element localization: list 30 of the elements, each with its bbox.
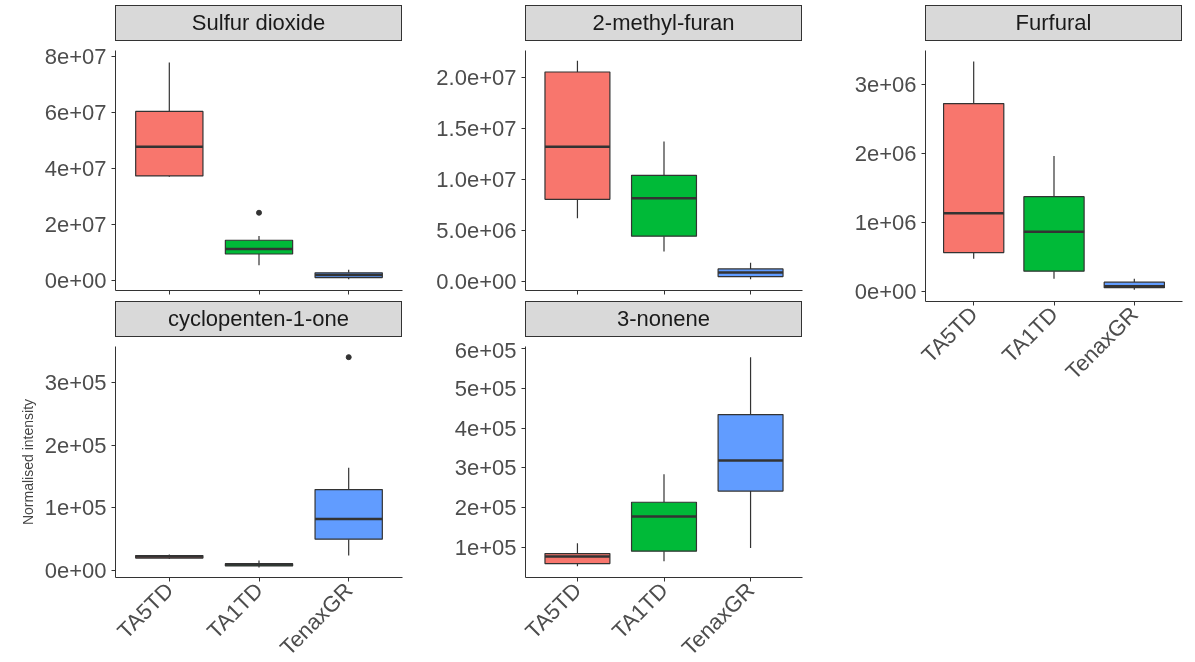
y-tick-label: 0e+00: [44, 268, 107, 294]
chart-title: 3-nonene: [617, 305, 710, 333]
y-tick-label: 8e+07: [44, 43, 107, 69]
y-tick-label: 0e+00: [854, 278, 917, 304]
y-tick-label: 1e+06: [854, 209, 917, 235]
y-tick-label: 1e+05: [44, 495, 107, 521]
y-tick-label: 1.0e+07: [436, 166, 517, 192]
y-tick-label: 3e+05: [44, 369, 107, 395]
y-tick-label: 5.0e+06: [436, 218, 517, 244]
y-tick-label: 2.0e+07: [436, 64, 517, 90]
y-tick-label: 2e+05: [44, 432, 107, 458]
y-axis-title: Normalised intensity: [19, 398, 36, 526]
y-tick-label: 2e+06: [854, 140, 917, 166]
chart-title: Sulfur dioxide: [191, 9, 326, 37]
y-tick-label: 1.5e+07: [436, 115, 517, 141]
y-tick-label: 6e+07: [44, 99, 107, 125]
y-tick-label: 3e+05: [454, 455, 517, 481]
y-tick-label: 4e+07: [44, 155, 107, 181]
chart-title: Furfural: [1015, 9, 1092, 37]
y-tick-label: 2e+05: [454, 495, 517, 521]
y-tick-label: 3e+06: [854, 71, 917, 97]
y-tick-label: 0e+00: [44, 558, 107, 584]
y-tick-label: 4e+05: [454, 415, 517, 441]
y-tick-label: 6e+05: [454, 337, 517, 363]
chart-title: cyclopenten-1-one: [167, 305, 349, 333]
chart-title: 2-methyl-furan: [592, 9, 735, 37]
y-tick-label: 0.0e+00: [436, 269, 517, 295]
y-tick-label: 5e+05: [454, 375, 517, 401]
y-tick-label: 2e+07: [44, 212, 107, 238]
y-tick-label: 1e+05: [454, 535, 517, 561]
